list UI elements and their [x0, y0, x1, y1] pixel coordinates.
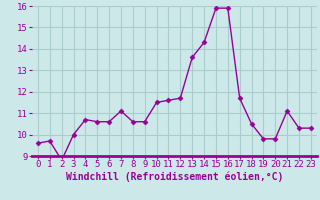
X-axis label: Windchill (Refroidissement éolien,°C): Windchill (Refroidissement éolien,°C): [66, 172, 283, 182]
